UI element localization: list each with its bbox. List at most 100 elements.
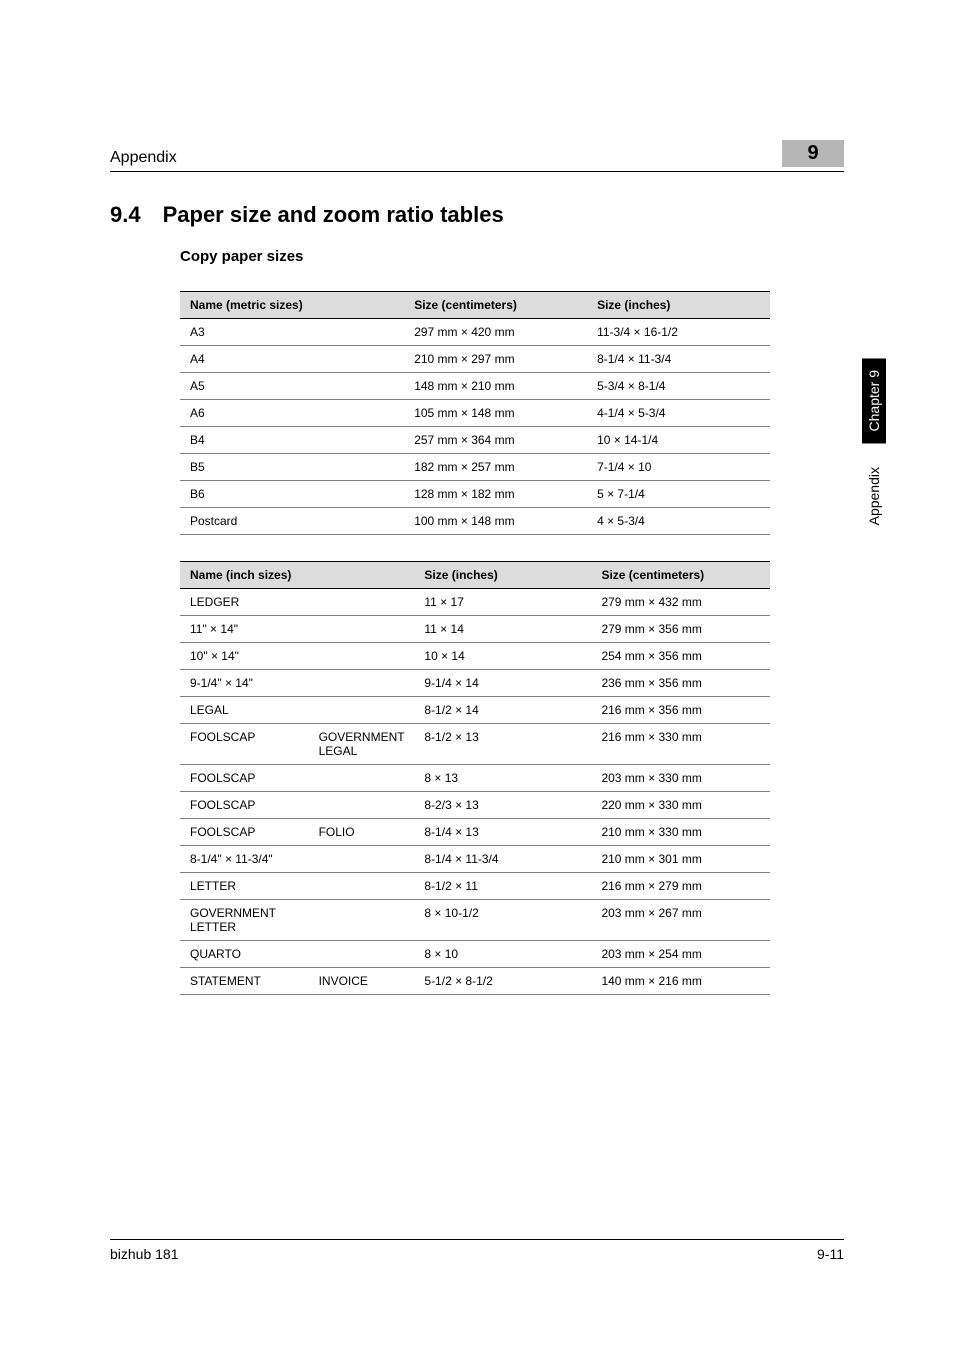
table-inch-sizes: Name (inch sizes)Size (inches)Size (cent… — [180, 561, 770, 995]
table-cell: 148 mm × 210 mm — [404, 373, 587, 400]
table-cell: 128 mm × 182 mm — [404, 481, 587, 508]
table-cell: 182 mm × 257 mm — [404, 454, 587, 481]
table-cell: 10 × 14-1/4 — [587, 427, 770, 454]
table-cell: 220 mm × 330 mm — [591, 792, 770, 819]
table-cell: 210 mm × 330 mm — [591, 819, 770, 846]
table-row: 8-1/4" × 11-3/4"8-1/4 × 11-3/4210 mm × 3… — [180, 846, 770, 873]
side-tab-appendix: Appendix — [862, 455, 886, 537]
section-title: Paper size and zoom ratio tables — [163, 202, 504, 228]
section-heading: 9.4 Paper size and zoom ratio tables — [110, 202, 844, 228]
table-cell: 8 × 10 — [414, 941, 591, 968]
table-cell: 11 × 14 — [414, 616, 591, 643]
table-cell: LETTER — [180, 873, 309, 900]
table-cell: 9-1/4" × 14" — [180, 670, 309, 697]
table-cell — [309, 589, 415, 616]
table-row: Postcard100 mm × 148 mm4 × 5-3/4 — [180, 508, 770, 535]
table-row: A5148 mm × 210 mm5-3/4 × 8-1/4 — [180, 373, 770, 400]
table-cell: B6 — [180, 481, 404, 508]
table-cell: 216 mm × 279 mm — [591, 873, 770, 900]
table-cell — [309, 941, 415, 968]
table-row: LEGAL 8-1/2 × 14216 mm × 356 mm — [180, 697, 770, 724]
table-cell: A5 — [180, 373, 404, 400]
table-cell: 216 mm × 330 mm — [591, 724, 770, 765]
table-cell: 203 mm × 254 mm — [591, 941, 770, 968]
table-cell: QUARTO — [180, 941, 309, 968]
table-cell: 257 mm × 364 mm — [404, 427, 587, 454]
table-cell — [309, 643, 415, 670]
table-row: A6105 mm × 148 mm4-1/4 × 5-3/4 — [180, 400, 770, 427]
header-appendix-label: Appendix — [110, 149, 177, 167]
table-row: B6128 mm × 182 mm5 × 7-1/4 — [180, 481, 770, 508]
table-row: STATEMENTINVOICE5-1/2 × 8-1/2140 mm × 21… — [180, 968, 770, 995]
table-row: FOOLSCAP8 × 13203 mm × 330 mm — [180, 765, 770, 792]
table-metric-sizes: Name (metric sizes)Size (centimeters)Siz… — [180, 291, 770, 535]
table-cell: 203 mm × 267 mm — [591, 900, 770, 941]
table-header: Name (metric sizes) — [180, 292, 404, 319]
table-row: B5182 mm × 257 mm7-1/4 × 10 — [180, 454, 770, 481]
table-cell — [309, 670, 415, 697]
table-cell: 254 mm × 356 mm — [591, 643, 770, 670]
table-cell: 8-1/4 × 13 — [414, 819, 591, 846]
table-row: A4210 mm × 297 mm8-1/4 × 11-3/4 — [180, 346, 770, 373]
table-cell — [309, 873, 415, 900]
table-cell: 8 × 10-1/2 — [414, 900, 591, 941]
table-header: Size (inches) — [587, 292, 770, 319]
table-row: QUARTO 8 × 10203 mm × 254 mm — [180, 941, 770, 968]
table-cell: 8-1/2 × 14 — [414, 697, 591, 724]
table-cell: 8-1/4 × 11-3/4 — [587, 346, 770, 373]
table-cell: 5-3/4 × 8-1/4 — [587, 373, 770, 400]
table-row: A3297 mm × 420 mm11-3/4 × 16-1/2 — [180, 319, 770, 346]
section-number: 9.4 — [110, 202, 141, 228]
table-cell — [309, 900, 415, 941]
table-cell: 297 mm × 420 mm — [404, 319, 587, 346]
table-cell: 4 × 5-3/4 — [587, 508, 770, 535]
table-cell: 8-1/2 × 13 — [414, 724, 591, 765]
table-row: LEDGER 11 × 17279 mm × 432 mm — [180, 589, 770, 616]
table-cell: 279 mm × 356 mm — [591, 616, 770, 643]
table-cell: B5 — [180, 454, 404, 481]
table-header: Size (inches) — [414, 562, 591, 589]
table-cell: GOVERNMENT LEGAL — [309, 724, 415, 765]
table-cell: 8-1/2 × 11 — [414, 873, 591, 900]
table-cell: FOLIO — [309, 819, 415, 846]
table-cell: 10" × 14" — [180, 643, 309, 670]
table-cell: 5 × 7-1/4 — [587, 481, 770, 508]
table-row: GOVERNMENT LETTER8 × 10-1/2203 mm × 267 … — [180, 900, 770, 941]
table-cell: B4 — [180, 427, 404, 454]
table-cell — [309, 846, 415, 873]
table-row: 11" × 14" 11 × 14279 mm × 356 mm — [180, 616, 770, 643]
table-cell: 4-1/4 × 5-3/4 — [587, 400, 770, 427]
table-cell: 10 × 14 — [414, 643, 591, 670]
table-cell: A6 — [180, 400, 404, 427]
table-header: Size (centimeters) — [591, 562, 770, 589]
footer-model: bizhub 181 — [110, 1246, 179, 1262]
table-cell: FOOLSCAP — [180, 819, 309, 846]
table-cell: LEGAL — [180, 697, 309, 724]
side-tab-chapter: Chapter 9 — [862, 358, 886, 443]
table-cell: FOOLSCAP — [180, 792, 309, 819]
table-cell: 9-1/4 × 14 — [414, 670, 591, 697]
table-row: FOOLSCAP 8-2/3 × 13220 mm × 330 mm — [180, 792, 770, 819]
table-cell: 279 mm × 432 mm — [591, 589, 770, 616]
table-cell: 8-2/3 × 13 — [414, 792, 591, 819]
table-cell: 236 mm × 356 mm — [591, 670, 770, 697]
page-header: Appendix 9 — [110, 140, 844, 172]
table-cell: 210 mm × 297 mm — [404, 346, 587, 373]
footer-page-number: 9-11 — [817, 1246, 844, 1262]
table-cell: INVOICE — [309, 968, 415, 995]
table-cell: 8-1/4" × 11-3/4" — [180, 846, 309, 873]
table-row: FOOLSCAPGOVERNMENT LEGAL8-1/2 × 13216 mm… — [180, 724, 770, 765]
table-cell: 8 × 13 — [414, 765, 591, 792]
table-cell: A3 — [180, 319, 404, 346]
table-cell — [309, 616, 415, 643]
table-cell: 8-1/4 × 11-3/4 — [414, 846, 591, 873]
table-cell — [309, 792, 415, 819]
table-cell: LEDGER — [180, 589, 309, 616]
table-cell: 11 × 17 — [414, 589, 591, 616]
table-cell: Postcard — [180, 508, 404, 535]
table-cell: 203 mm × 330 mm — [591, 765, 770, 792]
table-cell: 11" × 14" — [180, 616, 309, 643]
table-header: Name (inch sizes) — [180, 562, 414, 589]
table-cell: 11-3/4 × 16-1/2 — [587, 319, 770, 346]
table-cell: 216 mm × 356 mm — [591, 697, 770, 724]
